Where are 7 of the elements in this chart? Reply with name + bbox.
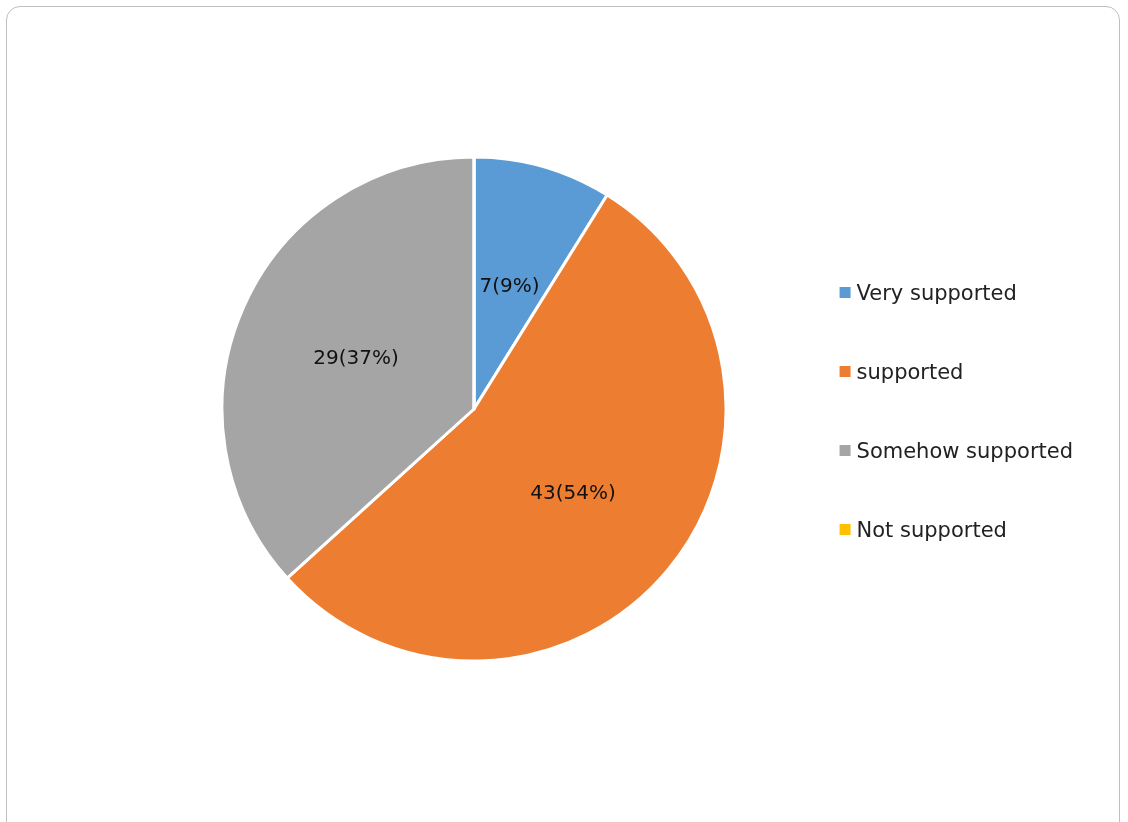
legend-label: Somehow supported: [856, 438, 1074, 463]
data-label: 29(37%): [313, 344, 399, 369]
legend-label: supported: [856, 359, 964, 384]
legend-label: Very supported: [856, 280, 1017, 305]
data-label: 43(54%): [530, 479, 616, 504]
legend-label: Not supported: [856, 517, 1007, 542]
data-label: 7(9%): [479, 272, 540, 297]
